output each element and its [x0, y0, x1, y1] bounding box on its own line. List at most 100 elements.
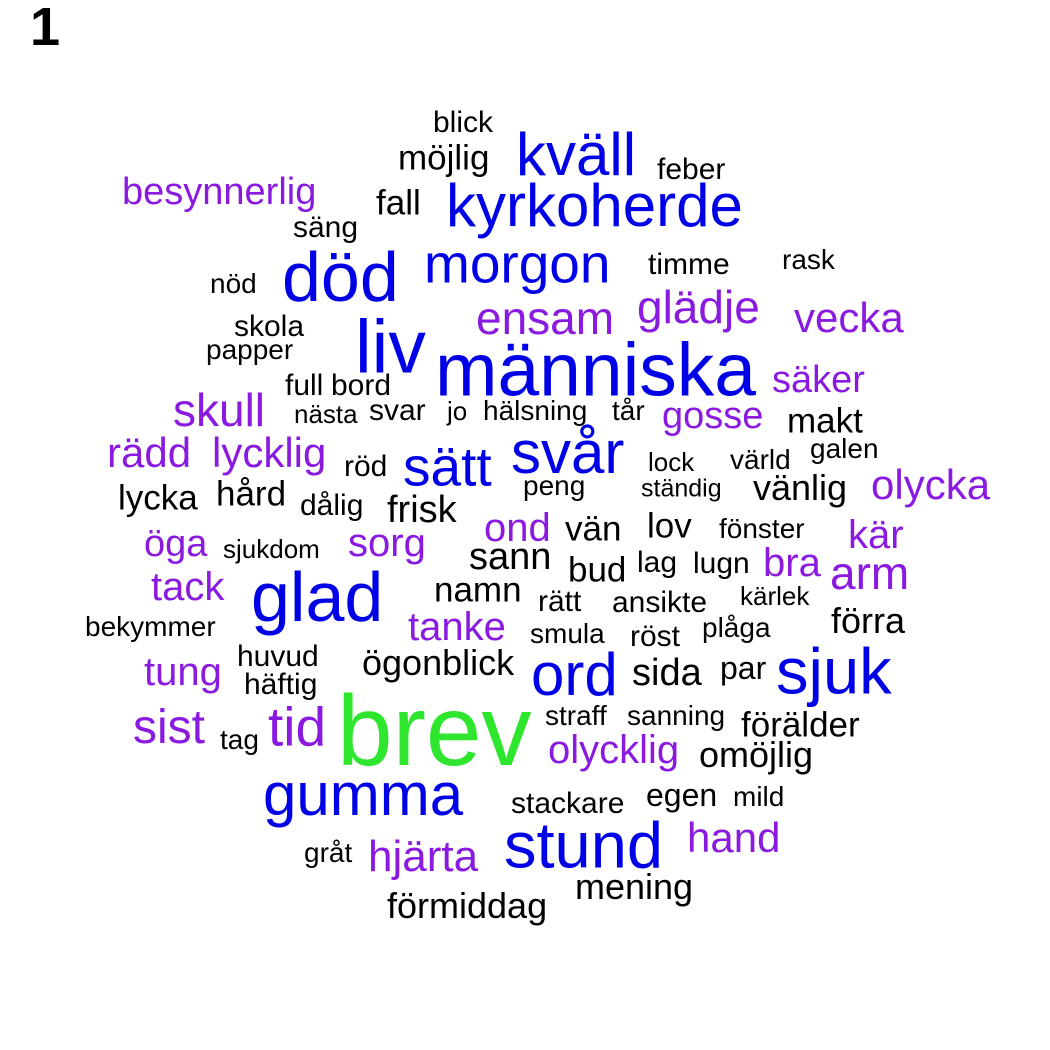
word-lock: lock: [648, 447, 695, 477]
word-ond: ond: [484, 506, 551, 550]
word-huvud: huvud: [237, 640, 319, 673]
word-sjukdom: sjukdom: [223, 534, 320, 564]
word-straff: straff: [545, 700, 607, 731]
word-tid: tid: [268, 695, 327, 758]
word-olycka: olycka: [871, 461, 991, 508]
word-hard: hård: [216, 474, 287, 514]
word-sanning: sanning: [627, 700, 726, 731]
word-makt: makt: [787, 401, 863, 441]
word-skola: skola: [234, 310, 305, 343]
word-galen: galen: [810, 433, 879, 464]
word-standig: ständig: [641, 474, 722, 503]
word-ord: ord: [531, 641, 618, 708]
word-sist: sist: [133, 701, 205, 754]
word-satt: sätt: [403, 435, 492, 498]
word-tanke: tanke: [408, 605, 506, 649]
word-lov: lov: [647, 506, 692, 546]
word-blick: blick: [433, 106, 494, 139]
word-brev: brev: [337, 675, 532, 787]
word-karlek: kärlek: [740, 581, 810, 611]
word-feber: feber: [657, 153, 726, 186]
word-ogonblick: ögonblick: [362, 642, 515, 683]
word-fonster: fönster: [719, 513, 805, 544]
word-sjuk: sjuk: [776, 634, 892, 708]
word-kvall: kväll: [516, 121, 637, 188]
word-tag: tag: [220, 724, 259, 755]
word-grat: gråt: [304, 837, 353, 868]
word-rask: rask: [782, 244, 835, 275]
word-hand: hand: [687, 814, 781, 861]
word-stackare: stackare: [511, 787, 625, 820]
word-plaga: plåga: [702, 612, 771, 643]
word-nasta: nästa: [294, 399, 358, 429]
word-glad: glad: [251, 558, 384, 636]
word-vanlig: vänlig: [753, 467, 848, 508]
word-oga: öga: [144, 523, 208, 565]
word-rod: röd: [344, 450, 388, 483]
word-nod: nöd: [210, 268, 257, 299]
word-olycklig: olycklig: [548, 728, 680, 772]
word-gumma: gumma: [263, 761, 464, 828]
word-hjarta: hjärta: [368, 832, 479, 881]
word-svar2: svår: [511, 419, 625, 486]
word-mening: mening: [575, 866, 694, 907]
word-liv: liv: [355, 304, 426, 389]
word-bekymmer: bekymmer: [85, 611, 216, 642]
word-gladje: glädje: [637, 281, 760, 333]
word-full: full: [285, 369, 324, 402]
word-ensam: ensam: [476, 292, 615, 344]
word-namn: namn: [434, 570, 522, 610]
word-manniska: människa: [435, 327, 756, 412]
word-bra: bra: [763, 541, 821, 585]
word-kyrkoherde: kyrkoherde: [446, 172, 743, 239]
word-frisk: frisk: [387, 489, 457, 531]
word-mojlig: möjlig: [398, 138, 490, 178]
word-tack: tack: [151, 565, 225, 609]
word-varld: värld: [730, 444, 791, 475]
word-sorg: sorg: [348, 521, 426, 565]
panel-label: 1: [30, 0, 61, 57]
word-smula: smula: [530, 618, 605, 649]
word-sida: sida: [632, 652, 702, 694]
word-par: par: [720, 650, 767, 686]
word-lycklig: lycklig: [212, 429, 327, 476]
word-van: vän: [565, 509, 622, 549]
word-sann: sann: [469, 536, 552, 578]
word-bord: bord: [331, 369, 392, 402]
word-formiddag: förmiddag: [387, 885, 548, 926]
word-rost: röst: [630, 620, 681, 653]
word-lag: lag: [637, 546, 678, 579]
word-timme: timme: [648, 248, 730, 281]
word-arm: arm: [830, 547, 910, 599]
word-jo: jo: [447, 396, 468, 426]
word-foralder: förälder: [741, 705, 860, 745]
word-mild: mild: [733, 781, 785, 812]
word-tar: tår: [612, 395, 645, 426]
word-peng: peng: [523, 470, 586, 501]
word-dalig: dålig: [300, 489, 364, 522]
word-kar: kär: [848, 513, 904, 557]
word-egen: egen: [646, 777, 718, 813]
word-morgon: morgon: [424, 232, 611, 295]
word-gosse: gosse: [662, 395, 764, 437]
word-forra: förra: [831, 600, 906, 641]
word-lycka: lycka: [118, 478, 198, 518]
word-haftig: häftig: [244, 668, 318, 701]
word-stund: stund: [504, 808, 664, 882]
word-lugn: lugn: [693, 547, 750, 580]
word-fall: fall: [376, 183, 421, 223]
word-ratt: rätt: [538, 585, 582, 618]
word-omojlig: omöjlig: [699, 734, 814, 775]
word-saker: säker: [772, 359, 865, 401]
word-skull: skull: [173, 384, 266, 436]
word-tung: tung: [144, 650, 222, 694]
word-ansikte: ansikte: [612, 586, 708, 619]
word-halsning: hälsning: [483, 395, 588, 426]
word-svar: svar: [369, 394, 426, 427]
word-sang: säng: [293, 211, 359, 244]
word-radd: rädd: [107, 429, 192, 476]
word-papper: papper: [206, 334, 294, 365]
word-dod: död: [282, 238, 399, 316]
word-bud: bud: [568, 550, 627, 590]
